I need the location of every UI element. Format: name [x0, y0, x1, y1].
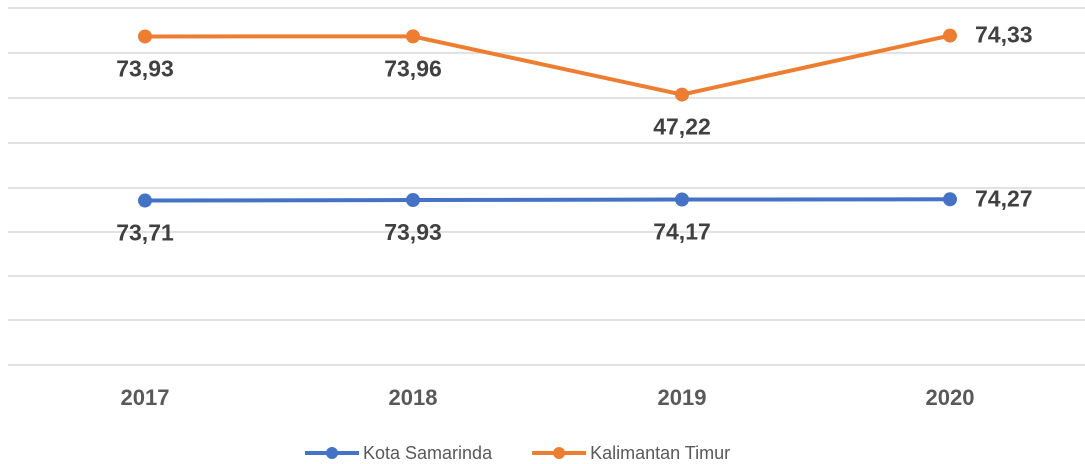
x-tick-label: 2020: [926, 385, 975, 410]
data-label: 47,22: [653, 114, 711, 140]
data-label: 73,93: [116, 56, 174, 82]
data-label: 74,17: [653, 219, 711, 245]
legend-label: Kalimantan Timur: [590, 443, 730, 463]
point: [138, 193, 152, 208]
point: [675, 192, 689, 207]
legend-marker: [326, 447, 338, 459]
x-tick-label: 2017: [121, 385, 170, 410]
point: [406, 193, 420, 208]
data-label: 73,96: [384, 55, 442, 81]
point: [406, 29, 420, 44]
point: [138, 29, 152, 44]
grid: [8, 7, 1085, 366]
legend-marker: [553, 447, 566, 459]
series-line: [144, 197, 951, 203]
x-tick-label: 2018: [389, 385, 438, 410]
legend-label: Kota Samarinda: [363, 443, 493, 463]
point: [675, 87, 689, 102]
x-tick-label: 2019: [658, 385, 707, 410]
data-label: 73,71: [116, 220, 174, 246]
point: [943, 28, 957, 43]
series-line: [144, 33, 951, 97]
data-label: 74,33: [975, 22, 1033, 48]
point: [943, 192, 957, 207]
data-label: 74,27: [975, 185, 1033, 211]
data-label: 73,93: [384, 219, 442, 245]
